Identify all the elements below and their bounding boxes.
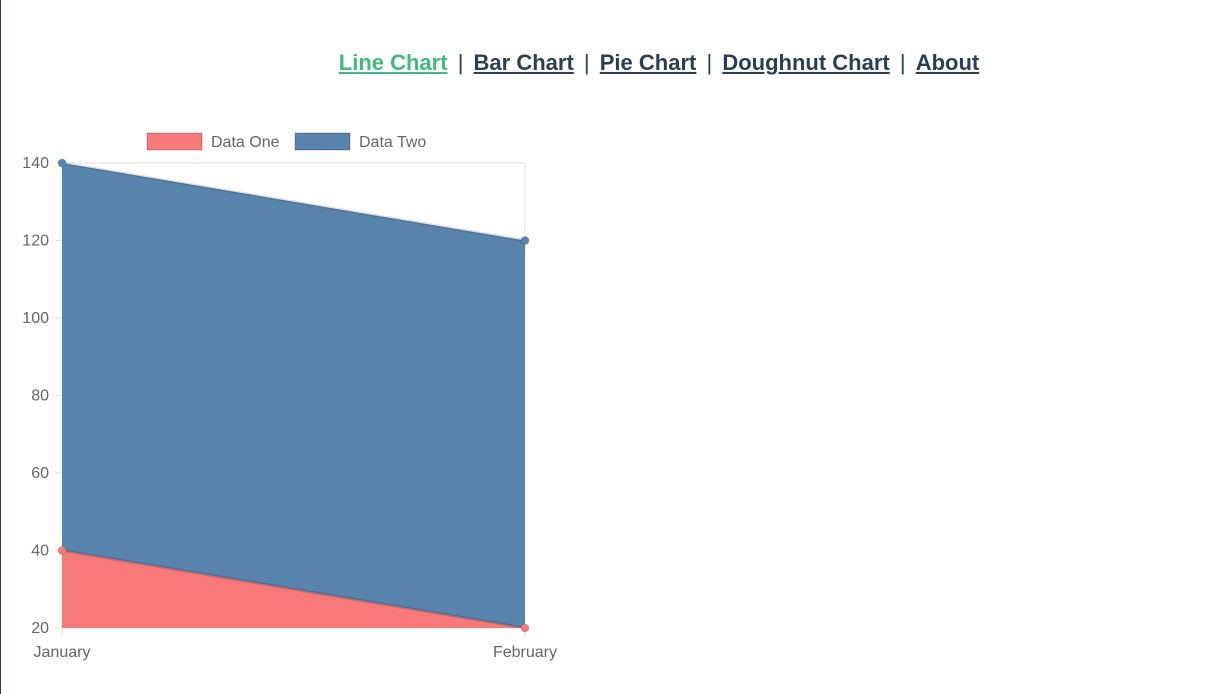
nav-separator: |	[706, 50, 713, 75]
line-data-one	[61, 549, 526, 630]
legend-item-data-two: Data Two	[294, 132, 426, 151]
area-data-one	[62, 550, 525, 628]
y-tick-label: 20	[31, 620, 49, 637]
line-chart: 20 40 60 80 100 120 140 January February Data One…	[22, 132, 557, 661]
nav-link-line-chart[interactable]: Line Chart	[338, 50, 448, 75]
legend-item-data-one: Data One	[146, 132, 280, 151]
nav-link-doughnut-chart[interactable]: Doughnut Chart	[722, 50, 890, 75]
series-data-one	[57, 546, 530, 633]
nav-link-pie-chart[interactable]: Pie Chart	[599, 50, 697, 75]
y-tick-label: 80	[31, 388, 49, 405]
point-data-two	[57, 158, 67, 168]
nav-link-bar-chart[interactable]: Bar Chart	[473, 50, 574, 75]
nav-link-about[interactable]: About	[915, 50, 980, 75]
legend-swatch	[294, 132, 351, 151]
series-data-two	[57, 158, 530, 628]
y-tick-label: 60	[31, 465, 49, 482]
nav-bar: Line Chart | Bar Chart | Pie Chart | Dou…	[1, 50, 1212, 76]
nav-separator: |	[457, 50, 464, 75]
point-data-one	[520, 623, 530, 633]
x-tick-label: January	[34, 644, 91, 661]
legend-label: Data Two	[359, 134, 426, 151]
nav-separator: |	[899, 50, 906, 75]
y-tick-label: 40	[31, 543, 49, 560]
point-data-two	[520, 236, 530, 245]
legend: Data One Data Two	[146, 132, 426, 151]
legend-label: Data One	[211, 134, 280, 151]
area-data-two	[62, 163, 525, 628]
point-data-one	[57, 546, 67, 555]
line-data-two	[61, 161, 526, 242]
y-tick-label: 120	[22, 233, 49, 250]
y-tick-label: 100	[22, 310, 49, 327]
y-tick-label: 140	[22, 155, 49, 172]
x-tick-label: February	[493, 644, 557, 661]
nav-separator: |	[583, 50, 590, 75]
legend-swatch	[146, 132, 203, 151]
